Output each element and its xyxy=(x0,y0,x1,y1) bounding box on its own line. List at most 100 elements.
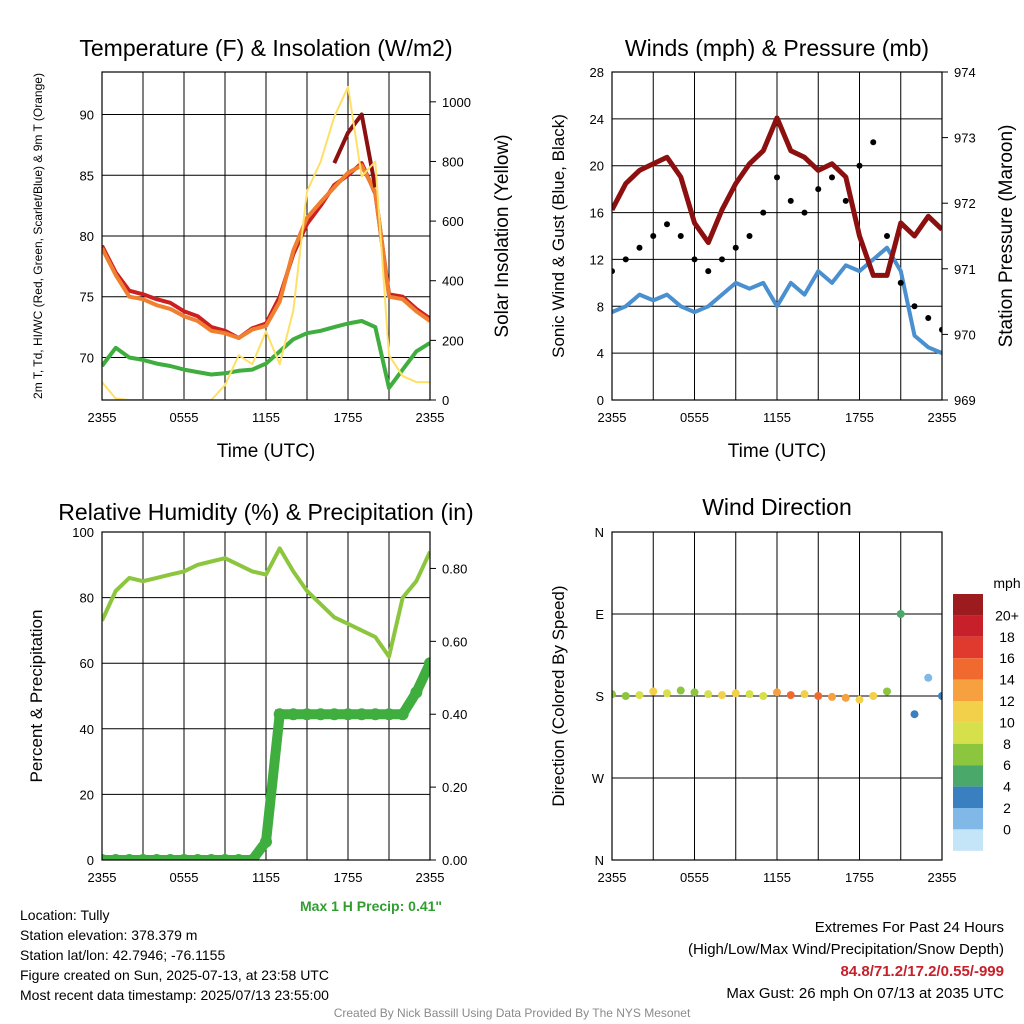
gust-point xyxy=(746,233,753,239)
y-right-tick-label: 0.80 xyxy=(442,561,467,576)
direction-point xyxy=(924,673,933,682)
gust-point xyxy=(801,209,808,216)
y-tick-label: 85 xyxy=(80,168,94,183)
series-line-1 xyxy=(612,115,942,278)
legend-swatch xyxy=(953,658,983,680)
x-axis-label: Time (UTC) xyxy=(217,441,316,462)
chart-title: Relative Humidity (%) & Precipitation (i… xyxy=(58,499,473,525)
direction-point xyxy=(786,691,795,700)
legend-swatch xyxy=(953,829,983,851)
y-right-tick-label: 600 xyxy=(442,214,464,229)
series-line-2 xyxy=(102,319,430,390)
y-axis-label: 2m T, Td, HI/WC (Red, Green, Scarlet/Blu… xyxy=(31,73,45,399)
y-right-axis-label: Station Pressure (Maroon) xyxy=(996,125,1017,348)
y-tick-label: 80 xyxy=(80,591,94,606)
humidity-panel: Relative Humidity (%) & Precipitation (i… xyxy=(27,499,474,885)
y-tick-label: 90 xyxy=(80,108,94,123)
legend-label: 8 xyxy=(1003,736,1011,752)
y-tick-label: N xyxy=(595,525,604,540)
y-tick-label: 80 xyxy=(80,229,94,244)
x-axis-label: Time (UTC) xyxy=(728,441,827,462)
y-tick-label: 4 xyxy=(597,346,604,361)
y-right-tick-label: 0.00 xyxy=(442,853,467,868)
plot-frame xyxy=(101,531,431,861)
x-tick-label: 0555 xyxy=(170,870,199,885)
y-axis-label: Percent & Precipitation xyxy=(27,610,46,783)
legend-label: 2 xyxy=(1003,800,1011,816)
x-tick-label: 1155 xyxy=(252,870,280,885)
gust-point xyxy=(856,162,863,169)
legend-swatch xyxy=(953,722,983,744)
extremes-subtitle: (High/Low/Max Wind/Precipitation/Snow De… xyxy=(688,941,1004,958)
direction-point xyxy=(896,610,905,618)
gust-point xyxy=(664,221,670,228)
plot-area xyxy=(612,610,942,719)
y-right-tick-label: 0 xyxy=(442,393,449,408)
y-right-tick-label: 972 xyxy=(954,196,976,211)
y-right-tick-label: 1000 xyxy=(442,95,471,110)
legend-swatch xyxy=(953,594,983,616)
direction-point xyxy=(869,692,878,700)
gust-point xyxy=(760,209,767,216)
y-right-tick-label: 0.20 xyxy=(442,780,467,795)
y-right-tick-label: 969 xyxy=(954,393,976,408)
series-line-1 xyxy=(102,163,430,340)
y-right-tick-label: 0.40 xyxy=(442,707,467,722)
station-info: Location: Tully Station elevation: 378.3… xyxy=(20,905,329,1005)
y-right-tick-label: 400 xyxy=(442,274,464,289)
series-line-3 xyxy=(332,112,378,188)
gust-point xyxy=(677,233,684,239)
y-tick-label: 20 xyxy=(80,787,94,802)
y-tick-label: 70 xyxy=(80,350,94,365)
y-tick-label: 16 xyxy=(590,206,604,221)
direction-point xyxy=(745,690,754,699)
gust-point xyxy=(719,256,725,263)
chart-title: Winds (mph) & Pressure (mb) xyxy=(625,35,929,61)
gust-point xyxy=(884,233,890,239)
extremes-values: 84.8/71.2/17.2/0.55/-999 xyxy=(840,963,1004,980)
created-text: Figure created on Sun, 2025-07-13, at 23… xyxy=(20,967,329,983)
gust-point xyxy=(829,174,835,181)
legend-swatch xyxy=(953,679,983,701)
x-tick-label: 2355 xyxy=(928,410,957,425)
y-right-tick-label: 973 xyxy=(954,131,976,146)
y-tick-label: E xyxy=(595,607,604,622)
gust-point xyxy=(787,197,794,204)
y-tick-label: 0 xyxy=(87,853,94,868)
legend-label: 14 xyxy=(999,672,1015,688)
gust-point xyxy=(911,303,918,310)
legend-label: 0 xyxy=(1003,821,1011,837)
y-right-axis-label: Solar Insolation (Yellow) xyxy=(492,134,513,337)
y-tick-label: 75 xyxy=(80,290,94,305)
temperature-panel: Temperature (F) & Insolation (W/m2) 70 75 8… xyxy=(31,35,513,462)
direction-point xyxy=(759,692,768,700)
direction-point xyxy=(663,689,671,698)
y-axis-label: Sonic Wind & Gust (Blue, Black) xyxy=(549,114,568,358)
max-gust-text: Max Gust: 26 mph On 07/13 at 2035 UTC xyxy=(726,985,1004,1002)
y-tick-label: 28 xyxy=(590,65,604,80)
y-right-tick-label: 800 xyxy=(442,154,464,169)
x-tick-label: 0555 xyxy=(680,870,709,885)
plot-area xyxy=(102,85,430,400)
direction-point xyxy=(800,690,809,699)
gust-point xyxy=(774,174,780,181)
direction-point xyxy=(612,690,616,699)
direction-point xyxy=(690,688,699,697)
direction-point xyxy=(855,695,864,704)
x-tick-label: 1155 xyxy=(252,410,280,425)
x-tick-label: 2355 xyxy=(416,410,445,425)
y-tick-label: 100 xyxy=(72,525,94,540)
location-text: Location: Tully xyxy=(20,907,110,923)
direction-point xyxy=(883,687,891,696)
y-tick-label: 12 xyxy=(590,252,604,267)
legend-swatch xyxy=(953,701,983,723)
x-tick-label: 0555 xyxy=(170,410,199,425)
x-tick-label: 1755 xyxy=(845,410,874,425)
plot-area xyxy=(612,115,942,355)
recent-data-text: Most recent data timestamp: 2025/07/13 2… xyxy=(20,987,329,1003)
direction-point xyxy=(938,692,942,700)
y-tick-label: 8 xyxy=(597,299,604,314)
max-precip-label: Max 1 H Precip: 0.41" xyxy=(300,898,443,914)
x-tick-label: 0555 xyxy=(680,410,709,425)
